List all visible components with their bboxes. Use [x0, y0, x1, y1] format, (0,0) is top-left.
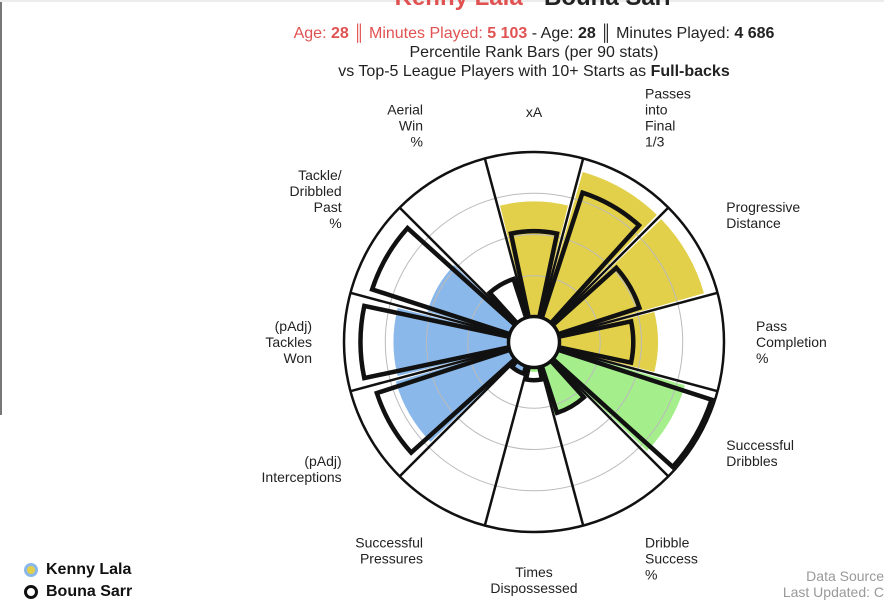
title-separator: -: [523, 0, 544, 11]
category-label-line: Win: [399, 118, 423, 134]
source-line2: Last Updated: C: [782, 584, 884, 600]
category-label-line: %: [645, 566, 657, 582]
title-player1: Kenny Lala: [395, 0, 523, 11]
category-label: (pAdj) Tackles Won: [265, 318, 312, 366]
gridline-ring: [467, 275, 601, 409]
player1-bar: [395, 348, 517, 442]
player2-info: - Age: 28 ║ Minutes Played: 4 686: [527, 25, 775, 42]
category-label: (pAdj) Interceptions: [262, 453, 342, 485]
legend-item-player1: Kenny Lala: [24, 559, 132, 581]
category-label: Aerial Win%: [387, 102, 423, 150]
category-label-line: Aerial: [387, 102, 423, 118]
segment-divider: [350, 291, 511, 337]
category-label-line: Pass: [756, 318, 787, 334]
data-source-note: Data Source Last Updated: C: [783, 568, 884, 600]
player1-bar: [427, 265, 517, 336]
category-label-line: Dribbled: [290, 183, 342, 199]
category-label-line: Pressures: [360, 550, 423, 566]
position-group: Full-backs: [650, 63, 730, 80]
category-label: xA: [526, 104, 543, 120]
segment-divider: [398, 206, 518, 326]
player-info-line: Age: 28 ║ Minutes Played: 5 103 - Age: 2…: [0, 25, 884, 43]
legend: Kenny Lala Bouna Sarr: [24, 559, 132, 603]
source-line1: Data Source: [806, 568, 884, 584]
player2-minutes: 4 686: [734, 25, 775, 42]
gridlines: [384, 192, 684, 492]
category-label-line: %: [329, 215, 341, 231]
player1-minutes: 5 103: [487, 25, 528, 42]
chart-frame: [342, 150, 726, 534]
outer-ring: [342, 150, 726, 534]
segment-divider: [398, 358, 518, 478]
category-label-line: Progressive: [726, 199, 800, 215]
category-label-line: Won: [283, 350, 312, 366]
title-player2: Bouna Sarr: [544, 0, 673, 11]
category-label-line: Distance: [726, 215, 781, 231]
chart-description-line2: vs Top-5 League Players with 10+ Starts …: [338, 63, 730, 80]
left-edge-band: [0, 0, 2, 415]
player1-bar: [393, 308, 510, 376]
player2-swatch: [24, 585, 38, 599]
category-label-line: Tackle/: [298, 167, 342, 183]
category-label: Successful Dribbles: [726, 437, 794, 469]
category-label-line: 1/3: [645, 134, 665, 150]
category-label-line: Dispossessed: [490, 580, 577, 596]
gridline-ring: [384, 192, 684, 492]
chart-title: Kenny Lala - Bouna Sarr: [0, 0, 884, 12]
category-label-line: (pAdj): [275, 318, 312, 334]
category-label: Pass Completion%: [756, 318, 827, 366]
category-label-line: Successful: [355, 534, 423, 550]
category-label-line: Success: [645, 550, 698, 566]
category-label-line: Dribble: [645, 534, 690, 550]
player1-swatch: [24, 563, 38, 577]
gridline-ring: [426, 234, 642, 450]
category-label-line: Interceptions: [262, 469, 342, 485]
center-hole: [507, 315, 561, 369]
category-label: Dribble Success%: [645, 534, 698, 582]
category-label-line: (pAdj): [304, 453, 341, 469]
category-label: Times Dispossessed: [490, 564, 577, 596]
category-label-line: Successful: [726, 437, 794, 453]
category-label-line: Completion: [756, 334, 827, 350]
category-label-line: into: [645, 102, 668, 118]
segment-divider: [483, 365, 529, 526]
legend-item-player2: Bouna Sarr: [24, 581, 132, 603]
segment-divider: [483, 158, 529, 319]
segment-divider: [350, 347, 511, 393]
category-label-line: Final: [645, 118, 675, 134]
legend-label-player1: Kenny Lala: [46, 561, 132, 578]
segment-divider: [550, 358, 670, 478]
category-label: Progressive Distance: [726, 199, 800, 231]
segment-divider: [539, 158, 585, 319]
player1-age: 28: [330, 25, 349, 42]
player1-info: Age: 28 ║ Minutes Played: 5 103: [293, 25, 528, 42]
category-label-line: Times: [515, 564, 553, 580]
chart-description-line1: Percentile Rank Bars (per 90 stats): [409, 44, 659, 61]
category-label-line: %: [756, 350, 768, 366]
segment-divider: [557, 347, 718, 393]
player1-bar: [551, 348, 685, 452]
segment-divider: [539, 365, 585, 526]
category-label: Tackle/Dribbled Past%: [290, 167, 342, 231]
category-label-line: Passes: [645, 86, 691, 102]
category-label-line: %: [411, 134, 423, 150]
category-label-line: Dribbles: [726, 453, 777, 469]
category-label-line: Tackles: [265, 334, 312, 350]
top-edge-line: [0, 0, 884, 2]
category-label-line: xA: [526, 104, 543, 120]
player2-age: 28: [578, 25, 596, 42]
segment-divider: [557, 291, 718, 337]
category-label: Passes into Final 1/3: [645, 86, 691, 150]
category-label-line: Past: [314, 199, 342, 215]
category-label: Successful Pressures: [355, 534, 423, 566]
segment-divider: [550, 206, 670, 326]
legend-label-player2: Bouna Sarr: [46, 583, 133, 600]
